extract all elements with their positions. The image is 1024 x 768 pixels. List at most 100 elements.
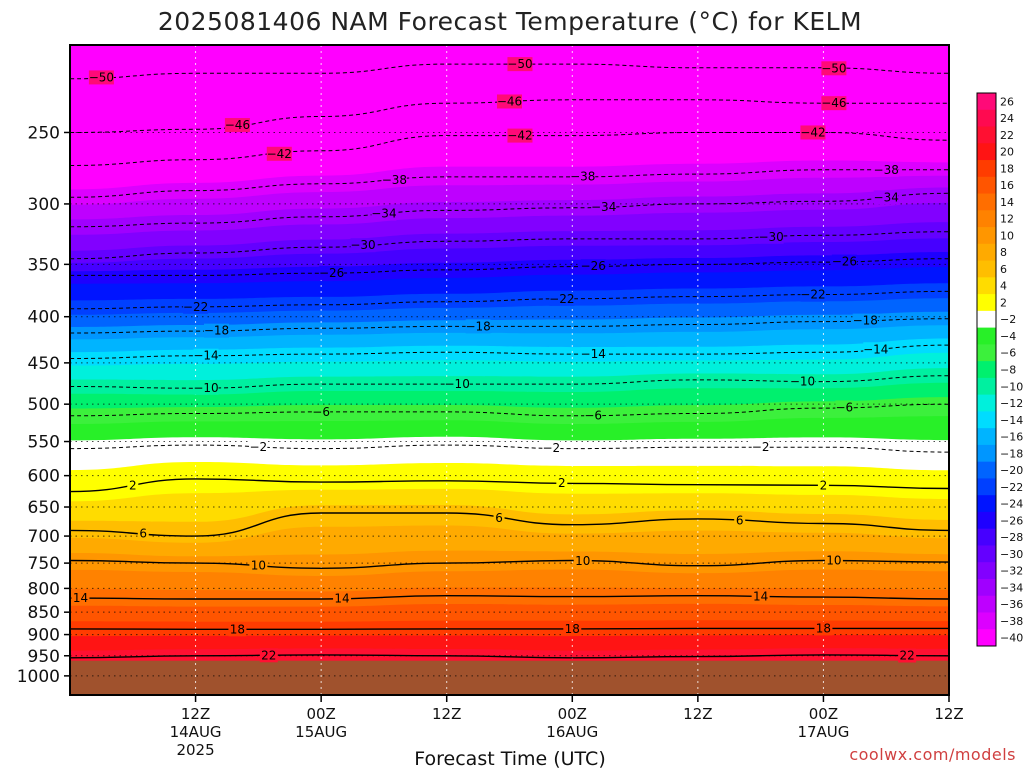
isotherm-label-14: 14 bbox=[73, 591, 88, 605]
isotherm-label-bg bbox=[224, 118, 250, 133]
y-tick-label: 800 bbox=[28, 579, 60, 599]
isotherm-label-bg bbox=[852, 313, 878, 328]
x-tick-date: 15AUG bbox=[295, 723, 347, 741]
isotherm-label-bg bbox=[350, 238, 376, 253]
y-tick-label: 300 bbox=[28, 195, 60, 215]
y-tick-label: 600 bbox=[28, 467, 60, 487]
colorbar-swatch--36 bbox=[977, 595, 996, 613]
colorbar-label: 12 bbox=[1000, 213, 1014, 226]
colorbar-swatch--10 bbox=[977, 377, 996, 396]
colorbar-swatch--14 bbox=[977, 411, 996, 429]
isotherm-label--14: −14 bbox=[863, 342, 888, 356]
y-tick-label: 750 bbox=[28, 554, 60, 574]
colorbar-label: 18 bbox=[1000, 162, 1014, 175]
y-tick-label: 350 bbox=[28, 255, 60, 275]
colorbar-swatch--4 bbox=[977, 327, 996, 345]
y-tick-label: 500 bbox=[28, 395, 60, 415]
isotherm-label--18: −18 bbox=[204, 324, 229, 338]
isotherm-label-bg bbox=[333, 591, 352, 606]
isotherm-10 bbox=[70, 559, 949, 570]
colorbar-label: −16 bbox=[1000, 431, 1023, 444]
isotherm-label-bg bbox=[734, 513, 746, 528]
isotherm-label-bg bbox=[835, 400, 854, 415]
isotherm-label-bg bbox=[493, 510, 505, 525]
isotherm-label-bg bbox=[873, 190, 899, 205]
isotherm--34 bbox=[70, 192, 949, 228]
isotherm-label-18: 18 bbox=[565, 622, 580, 636]
isotherm-label-bg bbox=[898, 648, 917, 663]
colorbar-label: 20 bbox=[1000, 146, 1014, 159]
isotherm-label-bg bbox=[863, 342, 889, 357]
isotherm-label-6: 6 bbox=[139, 527, 147, 541]
isotherm--38 bbox=[70, 169, 949, 198]
colorbar-swatch--20 bbox=[977, 461, 996, 479]
isotherm-label--22: −22 bbox=[183, 300, 208, 314]
colorbar-swatch--32 bbox=[977, 562, 996, 580]
isotherm-label-bg bbox=[249, 558, 268, 573]
colorbar-label: −24 bbox=[1000, 498, 1023, 511]
colorbar-swatch-24 bbox=[977, 109, 996, 128]
y-tick-label: 250 bbox=[28, 123, 60, 143]
colorbar-swatch--30 bbox=[977, 545, 996, 563]
isotherm-label--42: −42 bbox=[800, 125, 825, 139]
colorbar-swatch--12 bbox=[977, 394, 996, 412]
colorbar-label: −12 bbox=[1000, 397, 1023, 410]
colorbar-swatch--26 bbox=[977, 511, 996, 530]
colorbar-label: −36 bbox=[1000, 598, 1023, 611]
isotherm-label-bg bbox=[371, 206, 397, 221]
isotherm-label-bg bbox=[556, 476, 568, 491]
colorbar-swatch--40 bbox=[977, 629, 996, 647]
isotherm-label--2: −2 bbox=[250, 440, 268, 454]
x-tick-label: 00Z bbox=[558, 705, 587, 723]
x-tick-label: 12Z bbox=[181, 705, 210, 723]
isotherm-label--26: −26 bbox=[832, 255, 857, 269]
isotherm-label--34: −34 bbox=[874, 190, 899, 204]
isotherm-label-14: 14 bbox=[334, 591, 349, 605]
isotherm-label-bg bbox=[751, 440, 770, 455]
colorbar-swatch-18 bbox=[977, 160, 996, 178]
colorbar-label: 10 bbox=[1000, 229, 1014, 242]
isotherm-label--46: −46 bbox=[497, 94, 522, 108]
isotherm-label-bg bbox=[821, 61, 847, 76]
isotherm-label-6: 6 bbox=[495, 511, 503, 525]
y-tick-label: 900 bbox=[28, 626, 60, 646]
colorbar-swatch-6 bbox=[977, 260, 996, 278]
isotherm-label-bg bbox=[507, 57, 533, 72]
isotherm-label-bg bbox=[249, 439, 268, 454]
colorbar-label: −14 bbox=[1000, 414, 1023, 427]
isotherm-label-bg bbox=[831, 254, 857, 269]
isotherm-label--26: −26 bbox=[319, 266, 344, 280]
isotherm-label-bg bbox=[580, 259, 606, 274]
colorbar-swatch--2 bbox=[977, 310, 996, 329]
isotherm-label-bg bbox=[800, 125, 826, 140]
colorbar-label: 16 bbox=[1000, 179, 1014, 192]
y-tick-label: 850 bbox=[28, 603, 60, 623]
colorbar-label: −40 bbox=[1000, 632, 1023, 645]
colorbar-swatch--16 bbox=[977, 428, 996, 446]
isotherm-label--6: −6 bbox=[584, 408, 602, 422]
isotherm-label-2: 2 bbox=[820, 478, 828, 492]
colorbar-swatch--22 bbox=[977, 478, 996, 496]
isotherm-label-bg bbox=[127, 478, 139, 493]
colorbar-label: 14 bbox=[1000, 196, 1014, 209]
ground-fill bbox=[70, 660, 949, 695]
credit-text: coolwx.com/models bbox=[849, 745, 1016, 764]
isotherm-label--46: −46 bbox=[225, 118, 250, 132]
y-tick-label: 450 bbox=[28, 354, 60, 374]
colorbar-swatch--6 bbox=[977, 344, 996, 362]
isotherm-label-10: 10 bbox=[575, 554, 590, 568]
isotherm-18 bbox=[70, 627, 949, 631]
colorbar-label: 26 bbox=[1000, 95, 1014, 108]
isotherm-label-bg bbox=[507, 128, 533, 143]
isotherm-label-bg bbox=[444, 377, 470, 392]
colorbar-swatch-4 bbox=[977, 277, 996, 295]
isotherm-label-2: 2 bbox=[558, 476, 566, 490]
isotherm-label-bg bbox=[312, 404, 331, 419]
isotherm-label--38: −38 bbox=[382, 173, 407, 187]
isotherm-label-bg bbox=[183, 299, 209, 314]
colorbar-label: 4 bbox=[1000, 280, 1007, 293]
colorbar-label: −30 bbox=[1000, 548, 1023, 561]
y-tick-label: 550 bbox=[28, 433, 60, 453]
colorbar-label: −4 bbox=[1000, 330, 1016, 343]
